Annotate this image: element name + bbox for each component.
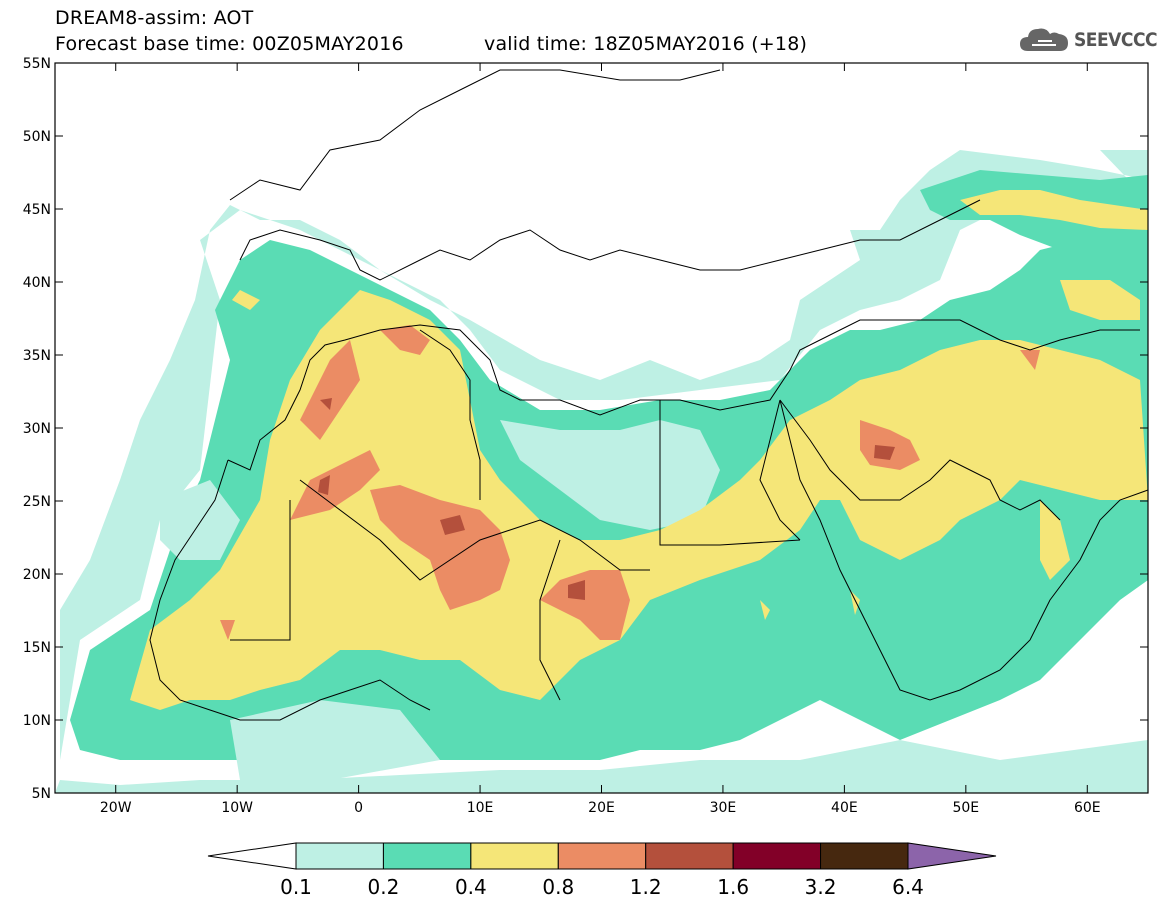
forecast-base-time: Forecast base time: 00Z05MAY2016 xyxy=(55,33,404,55)
colorbar-label: 0.1 xyxy=(280,875,312,899)
lat-tick-label: 45N xyxy=(23,202,51,218)
lat-tick-label: 25N xyxy=(23,494,51,510)
lon-tick-label: 20E xyxy=(588,800,615,816)
colorbar-label: 6.4 xyxy=(892,875,924,899)
colorbar-high-extend xyxy=(907,842,997,870)
map-title: DREAM8-assim: AOT xyxy=(55,7,254,29)
colorbar-label: 3.2 xyxy=(805,875,837,899)
aot-band-0.4 xyxy=(130,190,1148,710)
coastlines xyxy=(149,69,1148,721)
lon-tick-label: 30E xyxy=(710,800,737,816)
lat-tick-label: 50N xyxy=(23,129,51,145)
colorbar-label: 0.4 xyxy=(455,875,487,899)
lon-tick-label: 60E xyxy=(1074,800,1101,816)
lon-tick-label: 40E xyxy=(831,800,858,816)
colorbar-low-extend xyxy=(207,842,297,870)
lat-tick-label: 20N xyxy=(23,567,51,583)
lon-tick-label: 50E xyxy=(952,800,979,816)
colorbar-label: 1.2 xyxy=(630,875,662,899)
lon-tick-label: 10E xyxy=(467,800,494,816)
axis-ticks: 55N 50N 45N 40N 35N 30N 25N 20N 15N 10N 5N 20W 10W 0 1… xyxy=(23,56,1148,816)
lat-tick-label: 35N xyxy=(23,348,51,364)
lat-tick-label: 55N xyxy=(23,56,51,72)
lat-tick-label: 30N xyxy=(23,421,51,437)
lat-tick-label: 10N xyxy=(23,713,51,729)
seevccc-logo: SEEVCCC xyxy=(1018,25,1158,55)
lat-tick-label: 5N xyxy=(32,786,51,802)
colorbar-swatch xyxy=(645,842,734,870)
lat-tick-label: 15N xyxy=(23,640,51,656)
valid-time: valid time: 18Z05MAY2016 (+18) xyxy=(484,33,808,55)
lon-tick-label: 10W xyxy=(221,800,253,816)
cloud-icon xyxy=(1020,28,1068,51)
logo-text: SEEVCCC xyxy=(1074,29,1158,51)
colorbar-swatch xyxy=(557,842,647,870)
colorbar-label: 1.6 xyxy=(717,875,749,899)
lon-tick-label: 20W xyxy=(100,800,132,816)
colorbar-label: 0.8 xyxy=(542,875,574,899)
colorbar-swatch xyxy=(820,842,909,870)
lon-tick-label: 0 xyxy=(354,800,363,816)
aot-band-0.1-libya xyxy=(500,420,720,530)
lat-tick-label: 40N xyxy=(23,275,51,291)
aot-field xyxy=(55,150,1148,793)
colorbar-label: 0.2 xyxy=(368,875,400,899)
colorbar-swatch xyxy=(732,842,822,870)
colorbar-swatch xyxy=(295,842,384,870)
colorbar-swatch xyxy=(382,842,472,870)
aot-band-0.1-guinea xyxy=(230,700,440,780)
aot-band-0.1-mauritania xyxy=(160,480,240,560)
colorbar-swatch xyxy=(470,842,559,870)
